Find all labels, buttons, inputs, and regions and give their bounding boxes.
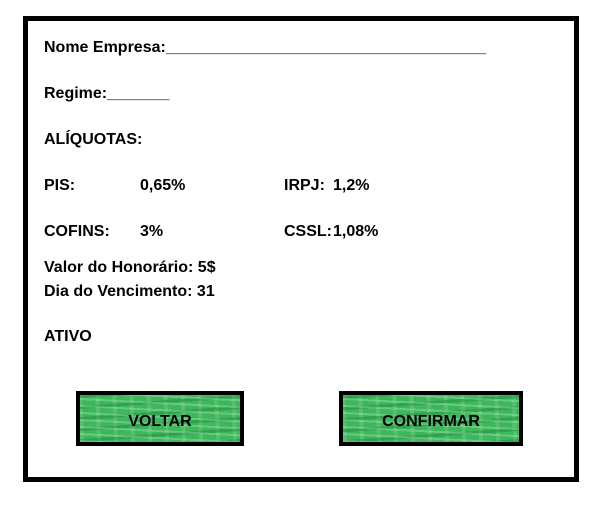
back-button[interactable]: VOLTAR: [76, 391, 244, 446]
company-name-field[interactable]: Nome Empresa:___________________________…: [44, 39, 487, 56]
cssl-label: CSSL:: [284, 223, 332, 240]
irpj-label: IRPJ:: [284, 177, 325, 194]
confirm-button-label: CONFIRMAR: [382, 412, 480, 430]
fee-value: Valor do Honorário: 5$: [44, 259, 216, 276]
back-button-label: VOLTAR: [128, 412, 192, 430]
regime-field[interactable]: Regime:_______: [44, 85, 170, 102]
cssl-value: 1,08%: [333, 223, 379, 240]
pis-value: 0,65%: [140, 177, 186, 194]
pis-label: PIS:: [44, 177, 76, 194]
cofins-value: 3%: [140, 223, 164, 240]
rates-heading: ALÍQUOTAS:: [44, 131, 143, 148]
cofins-label: COFINS:: [44, 223, 110, 240]
irpj-value: 1,2%: [333, 177, 370, 194]
status-label: ATIVO: [44, 328, 92, 345]
confirm-button[interactable]: CONFIRMAR: [339, 391, 523, 446]
due-day-value: Dia do Vencimento: 31: [44, 283, 215, 300]
